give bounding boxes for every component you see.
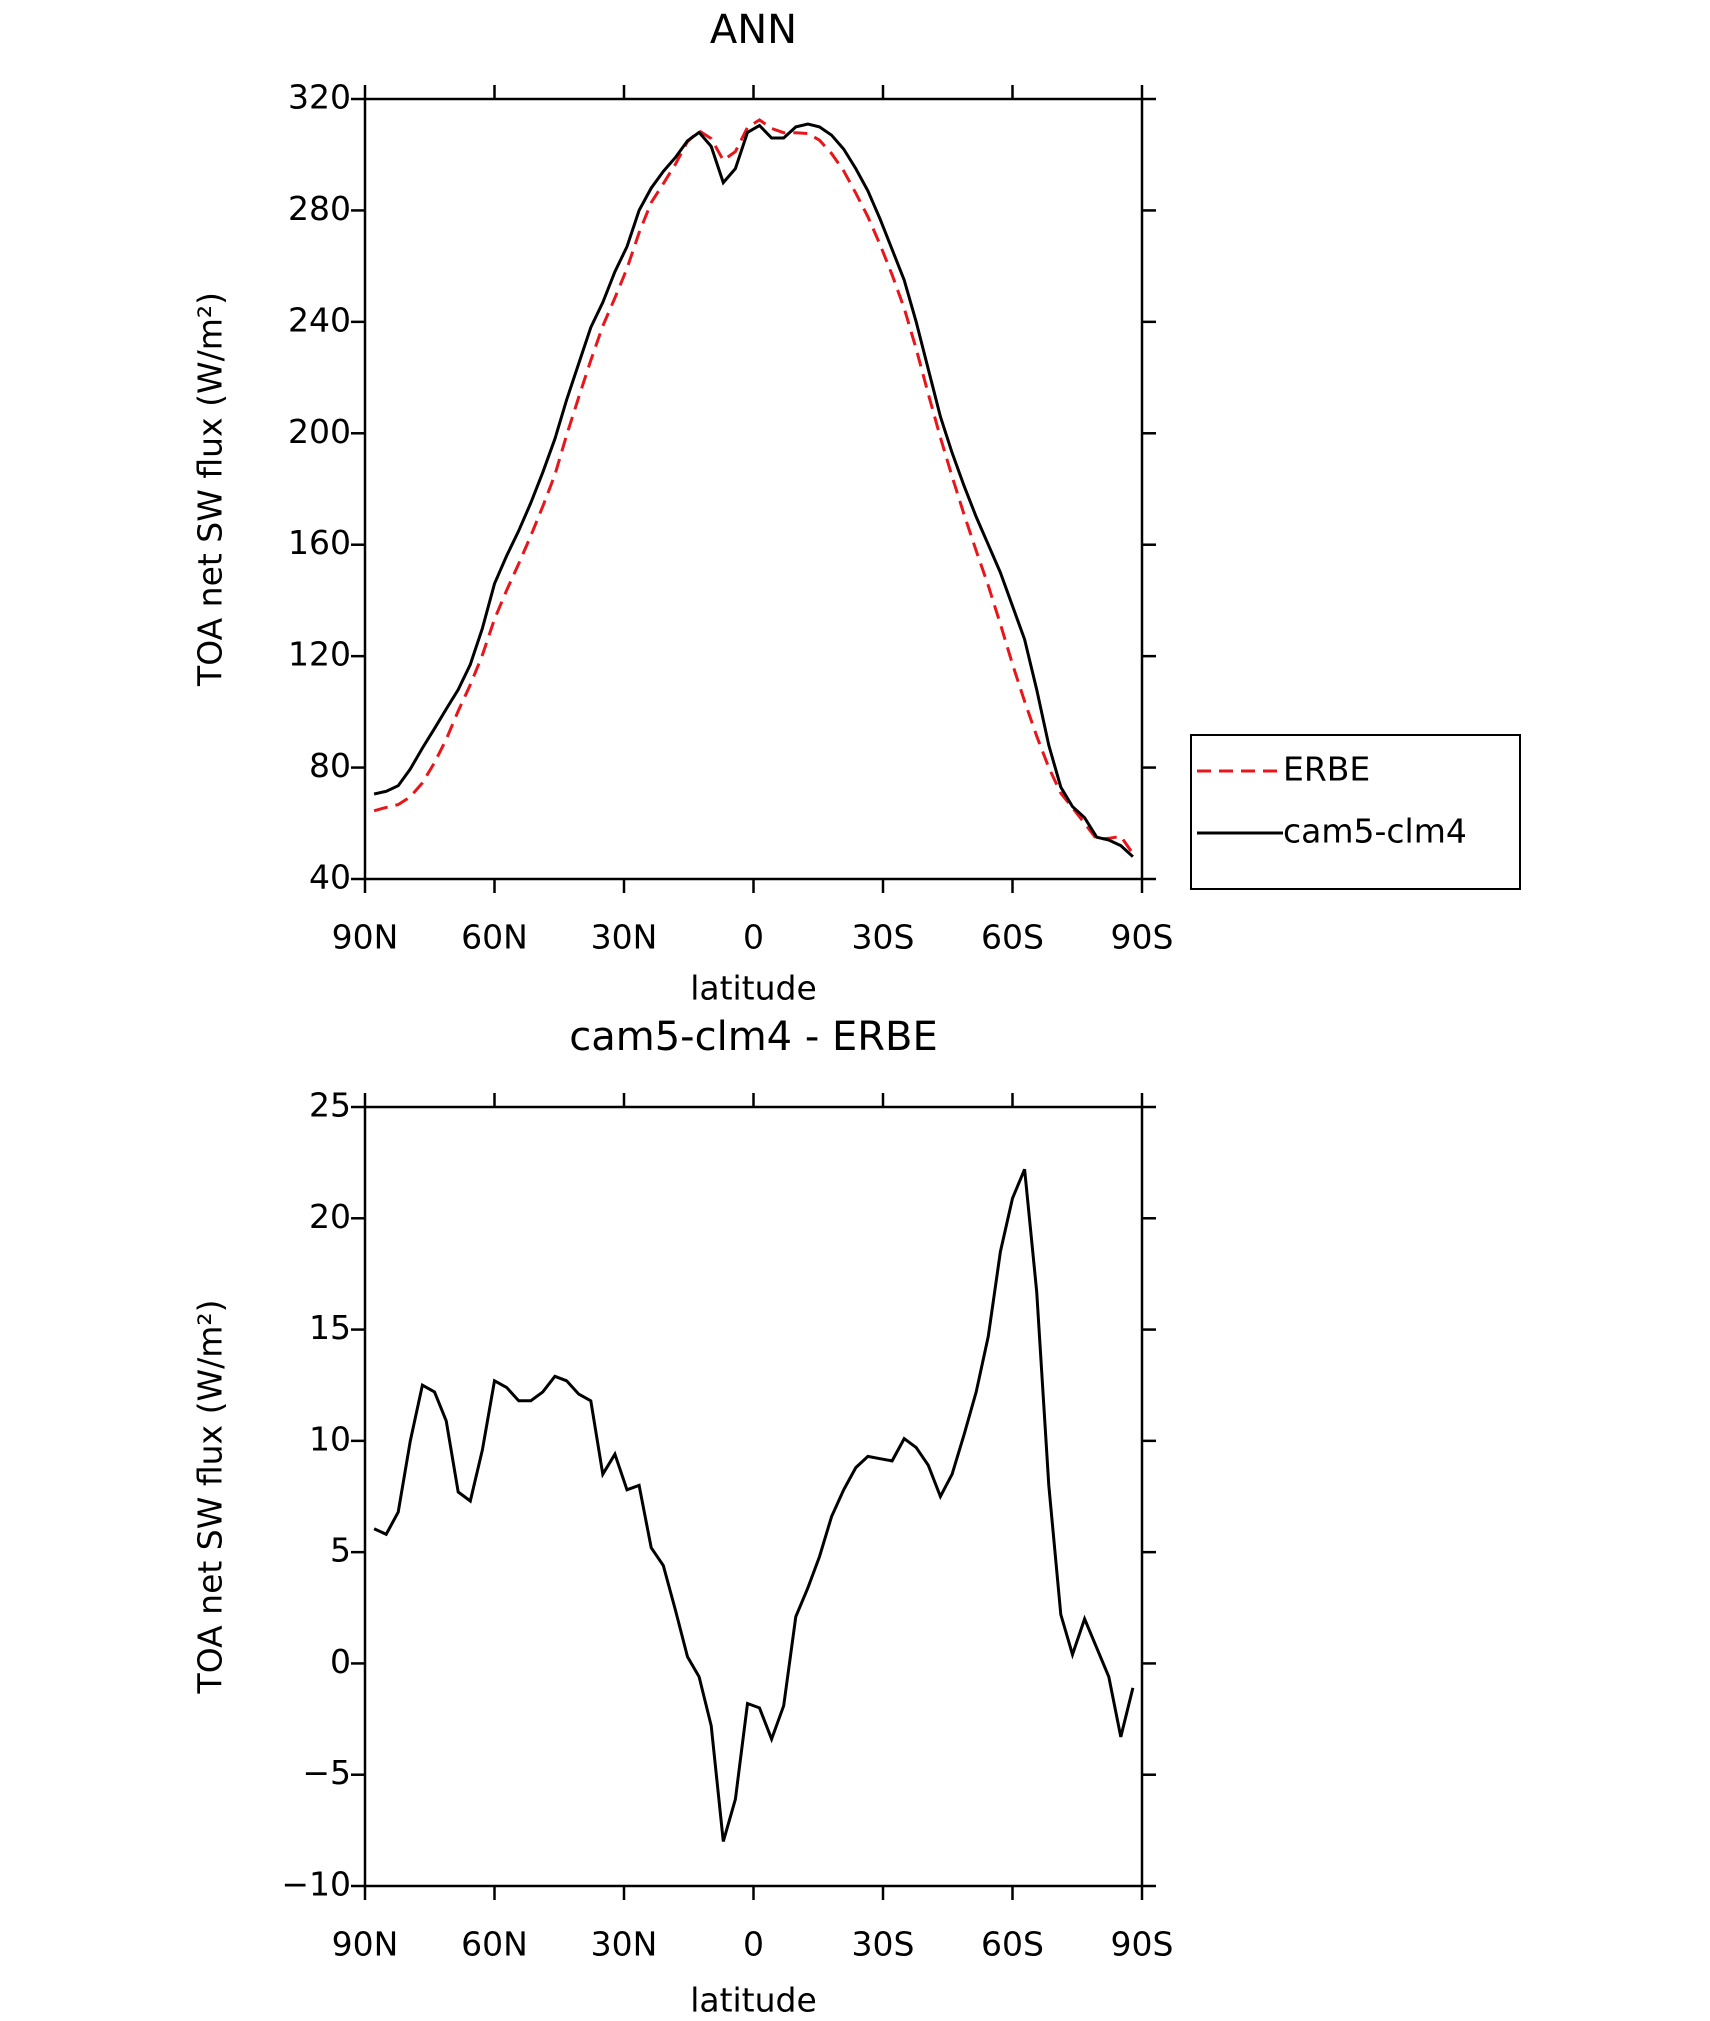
x-tick-label: 90N <box>332 1925 399 1964</box>
y-tick-label: 5 <box>330 1531 351 1570</box>
x-tick-label: 60S <box>981 1925 1044 1964</box>
y-tick-label: 160 <box>288 523 351 562</box>
y-tick-label: 20 <box>309 1197 351 1236</box>
y-tick-label: 15 <box>309 1308 351 1347</box>
y-tick-label: 240 <box>288 300 351 339</box>
y-tick-label: 10 <box>309 1419 351 1458</box>
x-tick-label: 0 <box>743 1925 764 1964</box>
legend-box <box>1190 734 1521 890</box>
x-tick-label: 60N <box>461 918 528 957</box>
legend-label: ERBE <box>1283 750 1370 789</box>
plot-frame <box>363 97 1144 881</box>
y-tick-label: 80 <box>309 746 351 785</box>
legend-label: cam5-clm4 <box>1283 812 1467 851</box>
y-tick-label: 280 <box>288 189 351 228</box>
x-tick-label: 90S <box>1111 1925 1174 1964</box>
x-tick-label: 90N <box>332 918 399 957</box>
y-tick-label: −5 <box>302 1753 351 1792</box>
x-tick-label: 60S <box>981 918 1044 957</box>
y-tick-label: 25 <box>309 1086 351 1125</box>
data-line <box>373 1168 1135 1842</box>
plot-frame <box>363 1105 1144 1888</box>
y-tick-label: 120 <box>288 635 351 674</box>
x-axis-label: latitude <box>690 969 817 1008</box>
data-line <box>373 122 1134 858</box>
x-tick-label: 30N <box>591 1925 658 1964</box>
y-tick-label: 0 <box>330 1642 351 1681</box>
x-tick-label: 30N <box>591 918 658 957</box>
x-axis-label: latitude <box>690 1981 817 2020</box>
chart-title: ANN <box>710 7 797 53</box>
y-tick-label: 40 <box>309 858 351 897</box>
y-axis-label: TOA net SW flux (W/m²) <box>191 292 230 687</box>
x-tick-label: 30S <box>852 918 915 957</box>
x-tick-label: 30S <box>852 1925 915 1964</box>
x-tick-label: 0 <box>743 918 764 957</box>
data-line <box>373 118 1135 855</box>
y-tick-label: 320 <box>288 78 351 117</box>
x-tick-label: 60N <box>461 1925 528 1964</box>
y-tick-label: −10 <box>281 1865 351 1904</box>
y-axis-label: TOA net SW flux (W/m²) <box>191 1300 230 1695</box>
y-tick-label: 200 <box>288 412 351 451</box>
chart-title: cam5-clm4 - ERBE <box>569 1014 938 1060</box>
x-tick-label: 90S <box>1111 918 1174 957</box>
